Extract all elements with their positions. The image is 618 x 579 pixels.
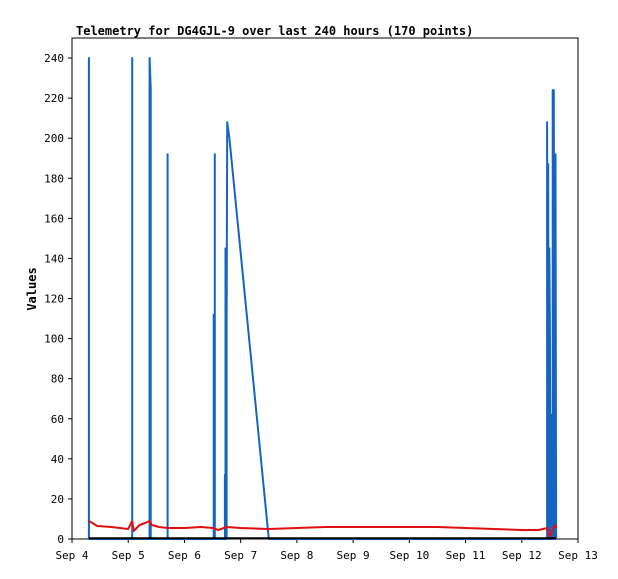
y-tick-label: 40 [51,453,64,466]
plot-frame [71,37,579,540]
y-tick-label: 220 [44,92,64,105]
y-axis: 0 20 40 60 80 100 120 140 160 180 200 220 240 [44,52,72,546]
x-tick-label: Sep 7 [224,549,257,562]
chart-title: Telemetry for DG4GJL-9 over last 240 hou… [76,24,473,38]
y-tick-label: 240 [44,52,64,65]
y-tick-label: 120 [44,293,64,306]
y-tick-label: 20 [51,493,64,506]
x-tick-label: Sep 12 [502,549,542,562]
y-axis-label: Values [25,267,39,310]
y-tick-label: 160 [44,212,64,225]
x-tick-label: Sep 5 [112,549,145,562]
y-tick-label: 200 [44,132,64,145]
series-lines [87,57,558,540]
x-tick-label: Sep 9 [337,549,370,562]
x-tick-label: Sep 11 [446,549,486,562]
x-tick-label: Sep 10 [389,549,429,562]
y-tick-label: 180 [44,172,64,185]
y-tick-label: 0 [57,533,64,546]
y-tick-label: 140 [44,252,64,265]
x-tick-label: Sep 4 [55,549,88,562]
y-tick-label: 100 [44,333,64,346]
x-tick-label: Sep 13 [558,549,598,562]
series-line-1 [87,57,558,540]
series-line-2 [88,520,558,538]
y-tick-label: 60 [51,413,64,426]
y-tick-label: 80 [51,373,64,386]
x-axis: Sep 4 Sep 5 Sep 6 Sep 7 Sep 8 Sep 9 Sep 10 Sep … [55,539,598,562]
x-tick-label: Sep 8 [280,549,313,562]
x-tick-label: Sep 6 [168,549,201,562]
